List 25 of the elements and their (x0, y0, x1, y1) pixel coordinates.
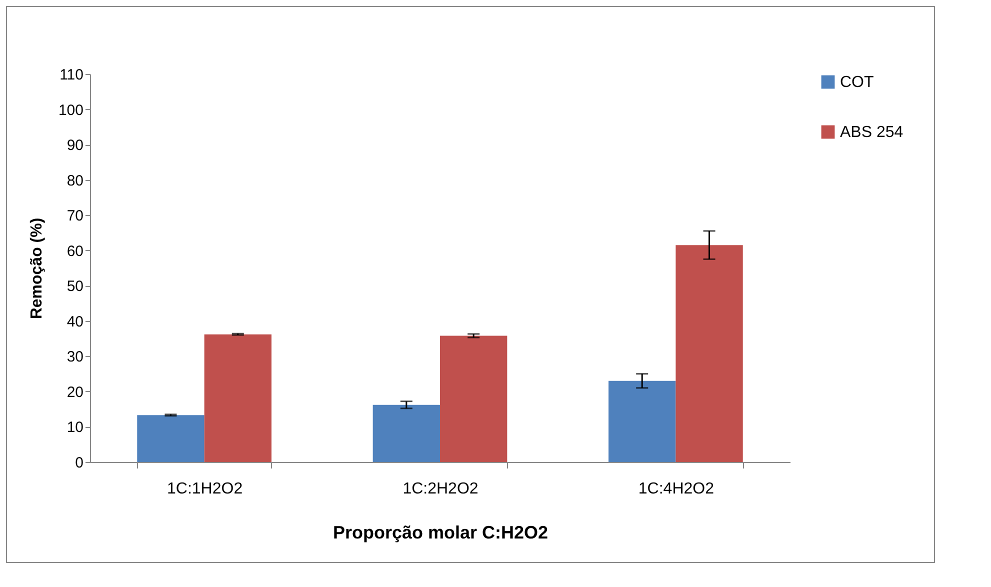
y-tick-label: 60 (66, 242, 84, 260)
y-tick-label: 100 (58, 102, 84, 119)
y-tick-label: 70 (66, 208, 84, 225)
bar (676, 245, 743, 462)
y-tick-label: 80 (66, 172, 84, 190)
x-tick-label: 1C:4H2O2 (638, 480, 714, 498)
bar (204, 334, 272, 462)
y-tick-label: 20 (66, 384, 84, 401)
y-tick-label: 10 (66, 419, 84, 436)
x-tick-label: 1C:1H2O2 (167, 480, 243, 498)
y-axis-title: Remoção (%) (28, 218, 46, 320)
y-tick-label: 90 (66, 137, 84, 154)
bar (440, 336, 508, 462)
y-tick-label: 40 (66, 313, 84, 330)
y-tick-label: 50 (66, 278, 84, 296)
x-axis-title: Proporção molar C:H2O2 (332, 522, 548, 542)
legend-label: ABS 254 (840, 124, 904, 141)
legend-label: COT (840, 74, 874, 91)
bar (372, 404, 440, 462)
y-tick-label: 110 (60, 66, 84, 84)
y-tick-label: 0 (75, 454, 84, 472)
x-tick-label: 1C:2H2O2 (402, 480, 478, 498)
bar (608, 380, 676, 462)
bar (137, 415, 204, 462)
y-tick-label: 30 (66, 348, 84, 366)
